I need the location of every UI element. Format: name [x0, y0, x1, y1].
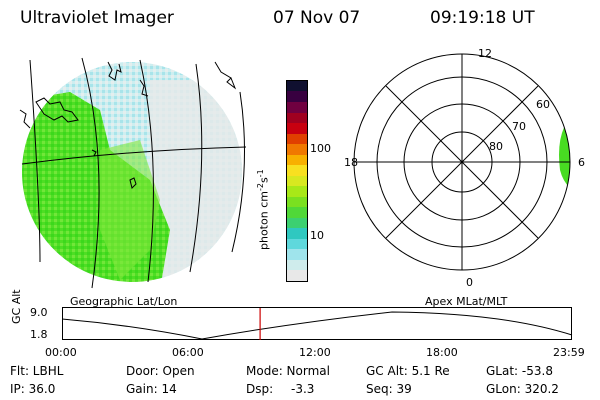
colorbar-band — [287, 259, 307, 271]
mlt-label-6: 6 — [578, 156, 585, 169]
gc-alt-label: GC Alt: 5.1 Re — [366, 364, 450, 378]
mlt-label-18: 18 — [344, 156, 358, 169]
dsp-value: -3.3 — [291, 382, 315, 396]
colorbar-tick-10: 10 — [310, 229, 324, 242]
glon-label: GLon: 320.2 — [486, 382, 559, 396]
mlt-label-12: 12 — [478, 47, 492, 60]
mode-label: Mode: Normal — [246, 364, 330, 378]
timeline-y-max: 9.0 — [30, 306, 48, 319]
timeline-tick-3: 18:00 — [426, 346, 458, 359]
colorbar-unit-label: photon cm-2s-1 — [256, 169, 271, 250]
colorbar-band — [287, 123, 307, 134]
timeline-y-min: 1.8 — [30, 328, 48, 341]
timeline-axis-label: GC Alt — [10, 289, 23, 324]
polar-plot — [353, 53, 571, 271]
colorbar-band — [287, 238, 307, 250]
gain-label: Gain: 14 — [126, 382, 177, 396]
colorbar-band — [287, 228, 307, 239]
colorbar-band — [287, 207, 307, 218]
colorbar-band — [287, 154, 307, 166]
timeline-tick-4: 23:59 — [553, 346, 585, 359]
colorbar-band — [287, 165, 307, 176]
timeline-tick-2: 12:00 — [299, 346, 331, 359]
glat-label: GLat: -53.8 — [486, 364, 553, 378]
time-label: 09:19:18 UT — [430, 8, 535, 28]
colorbar-band — [287, 91, 307, 102]
timeline-plot — [62, 307, 573, 340]
colorbar-band — [287, 112, 307, 124]
timeline-tick-0: 00:00 — [45, 346, 77, 359]
date-label: 07 Nov 07 — [273, 8, 361, 28]
door-label: Door: Open — [126, 364, 195, 378]
geographic-caption: Geographic Lat/Lon — [70, 295, 178, 308]
colorbar-band — [287, 101, 307, 113]
colorbar-band — [287, 144, 307, 155]
mlt-label-0: 0 — [466, 276, 473, 289]
ip-label: IP: 36.0 — [10, 382, 56, 396]
coastline — [19, 61, 237, 189]
app-title: Ultraviolet Imager — [20, 8, 174, 28]
mlat-label-70: 70 — [512, 120, 526, 133]
colorbar-band — [287, 186, 307, 197]
colorbar-band — [287, 270, 307, 281]
colorbar-band — [287, 80, 307, 92]
colorbar — [286, 80, 308, 282]
mlat-label-80: 80 — [489, 140, 503, 153]
filter-label: Flt: LBHL — [10, 364, 64, 378]
colorbar-band — [287, 175, 307, 187]
colorbar-band — [287, 133, 307, 145]
apex-caption: Apex MLat/MLT — [425, 295, 508, 308]
seq-label: Seq: 39 — [366, 382, 412, 396]
colorbar-band — [287, 249, 307, 260]
aurora-disc — [22, 62, 242, 282]
timeline-tick-1: 06:00 — [172, 346, 204, 359]
mlat-label-60: 60 — [536, 98, 550, 111]
geo-grid-lines — [21, 57, 247, 289]
colorbar-band — [287, 217, 307, 229]
colorbar-band — [287, 196, 307, 208]
colorbar-tick-100: 100 — [310, 142, 331, 155]
dsp-label: Dsp: — [246, 382, 274, 396]
